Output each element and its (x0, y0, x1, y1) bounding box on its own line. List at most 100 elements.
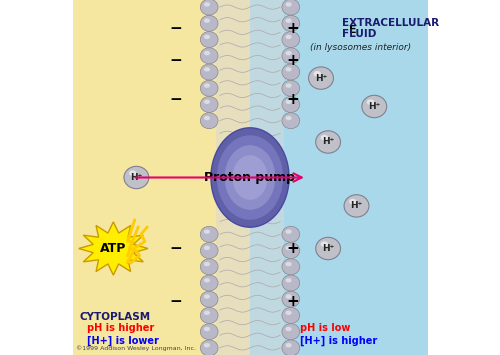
Ellipse shape (204, 116, 210, 120)
Text: (in lysosomes interior): (in lysosomes interior) (310, 43, 412, 51)
Ellipse shape (286, 83, 292, 88)
Ellipse shape (282, 291, 300, 307)
Ellipse shape (308, 67, 334, 89)
Ellipse shape (286, 100, 292, 104)
Ellipse shape (124, 166, 149, 189)
Ellipse shape (200, 48, 218, 64)
Ellipse shape (282, 0, 300, 15)
Ellipse shape (200, 226, 218, 242)
Text: CYTOPLASM: CYTOPLASM (80, 312, 150, 322)
Text: −: − (169, 53, 182, 68)
Ellipse shape (286, 229, 292, 234)
Ellipse shape (282, 226, 300, 242)
Polygon shape (78, 222, 148, 275)
Ellipse shape (204, 2, 210, 7)
Ellipse shape (204, 327, 210, 331)
Ellipse shape (367, 99, 374, 105)
Text: H⁺: H⁺ (322, 137, 334, 147)
Ellipse shape (362, 95, 386, 118)
Ellipse shape (282, 307, 300, 323)
Ellipse shape (204, 311, 210, 315)
Ellipse shape (282, 64, 300, 80)
Ellipse shape (232, 155, 268, 200)
Ellipse shape (282, 15, 300, 31)
Ellipse shape (217, 135, 283, 220)
Ellipse shape (282, 324, 300, 340)
Ellipse shape (200, 340, 218, 355)
Text: +: + (286, 21, 299, 36)
Ellipse shape (282, 97, 300, 113)
Ellipse shape (200, 242, 218, 258)
Text: Proton pump: Proton pump (204, 171, 296, 184)
Ellipse shape (344, 195, 369, 217)
Text: H⁺: H⁺ (350, 201, 362, 211)
Ellipse shape (200, 259, 218, 275)
Text: E: E (350, 25, 357, 35)
Ellipse shape (204, 83, 210, 88)
Ellipse shape (200, 97, 218, 113)
Text: [H+] is lower: [H+] is lower (86, 335, 158, 346)
Ellipse shape (286, 294, 292, 299)
Bar (250, 0, 428, 355)
Text: −: − (169, 241, 182, 256)
Ellipse shape (282, 80, 300, 96)
Text: [H+] is higher: [H+] is higher (300, 335, 377, 346)
Ellipse shape (286, 327, 292, 331)
Ellipse shape (200, 0, 218, 15)
Ellipse shape (286, 343, 292, 348)
Ellipse shape (282, 32, 300, 48)
Ellipse shape (200, 32, 218, 48)
Ellipse shape (211, 128, 289, 227)
Ellipse shape (200, 113, 218, 129)
Ellipse shape (200, 307, 218, 323)
Text: +: + (286, 294, 299, 309)
Ellipse shape (200, 64, 218, 80)
Ellipse shape (320, 241, 328, 247)
Ellipse shape (314, 71, 321, 77)
Ellipse shape (204, 246, 210, 250)
Ellipse shape (204, 100, 210, 104)
Bar (216, 0, 284, 355)
Ellipse shape (282, 242, 300, 258)
Ellipse shape (282, 113, 300, 129)
Ellipse shape (286, 67, 292, 72)
Text: +: + (286, 241, 299, 256)
Ellipse shape (129, 170, 136, 176)
Text: −: − (169, 21, 182, 36)
Ellipse shape (282, 48, 300, 64)
Text: −: − (169, 294, 182, 309)
Ellipse shape (200, 324, 218, 340)
Text: +: + (286, 53, 299, 68)
Ellipse shape (200, 291, 218, 307)
Ellipse shape (204, 229, 210, 234)
Ellipse shape (286, 311, 292, 315)
Ellipse shape (286, 51, 292, 55)
Text: pH is low: pH is low (300, 323, 350, 333)
Text: H⁺: H⁺ (315, 73, 327, 83)
Ellipse shape (200, 15, 218, 31)
Ellipse shape (204, 67, 210, 72)
Text: H⁺: H⁺ (130, 173, 142, 182)
Ellipse shape (204, 294, 210, 299)
Text: pH is higher: pH is higher (86, 323, 154, 333)
Ellipse shape (320, 135, 328, 141)
Ellipse shape (282, 259, 300, 275)
Ellipse shape (204, 18, 210, 23)
Ellipse shape (204, 51, 210, 55)
Bar (72, 0, 250, 355)
Text: H⁺: H⁺ (368, 102, 380, 111)
Ellipse shape (282, 340, 300, 355)
Ellipse shape (204, 343, 210, 348)
Ellipse shape (282, 275, 300, 291)
Text: ATP: ATP (100, 242, 126, 255)
Text: EXTRACELLULAR
FLUID: EXTRACELLULAR FLUID (342, 18, 440, 39)
Ellipse shape (316, 237, 340, 260)
Ellipse shape (286, 278, 292, 283)
Ellipse shape (204, 262, 210, 266)
Ellipse shape (349, 199, 356, 204)
Text: −: − (169, 92, 182, 107)
Text: ©1999 Addison Wesley Longman, Inc.: ©1999 Addison Wesley Longman, Inc. (76, 346, 196, 351)
Text: H⁺: H⁺ (322, 244, 334, 253)
Ellipse shape (316, 131, 340, 153)
Ellipse shape (286, 246, 292, 250)
